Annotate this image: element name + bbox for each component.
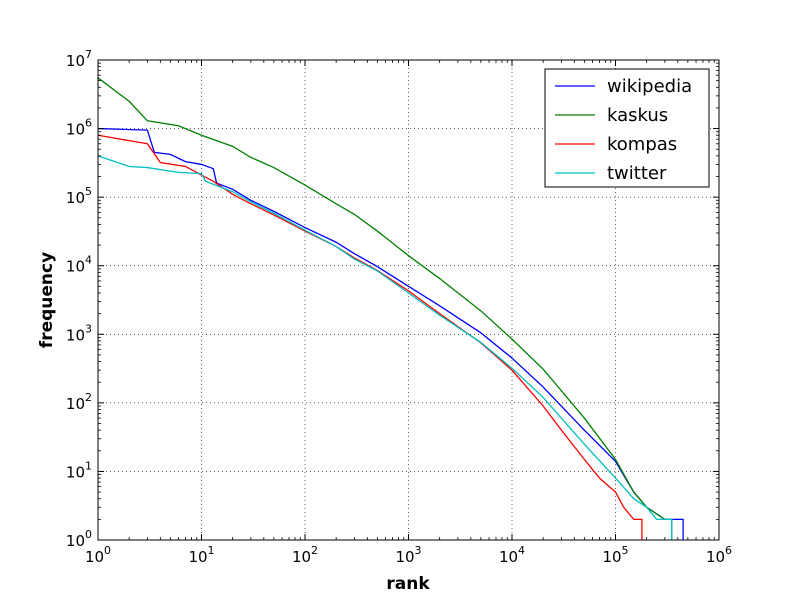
series-lines bbox=[97, 77, 684, 540]
legend-label-kaskus: kaskus bbox=[607, 105, 668, 126]
y-tick-label: 105 bbox=[66, 185, 92, 207]
legend-box bbox=[544, 68, 710, 188]
y-tick-label: 106 bbox=[66, 117, 92, 139]
x-tick-label: 102 bbox=[292, 544, 318, 566]
x-axis-label: rank bbox=[386, 574, 430, 594]
y-tick-label: 100 bbox=[66, 528, 92, 550]
series-line-kaskus bbox=[97, 77, 673, 540]
tick-labels: 100 101 102 103 104 105 106 100 101 102 103 104 105 1… bbox=[66, 48, 732, 566]
x-tick-label: 103 bbox=[395, 544, 421, 566]
x-tick-label: 104 bbox=[499, 544, 525, 566]
grid-lines bbox=[98, 60, 719, 540]
x-tick-label: 101 bbox=[188, 544, 214, 566]
y-tick-label: 102 bbox=[66, 391, 92, 413]
y-tick-label: 104 bbox=[66, 254, 92, 276]
legend-label-wikipedia: wikipedia bbox=[607, 76, 692, 97]
x-tick-label: 106 bbox=[706, 544, 732, 566]
y-tick-label: 101 bbox=[66, 459, 92, 481]
x-tick-label: 105 bbox=[602, 544, 628, 566]
legend: wikipedia kaskus kompas twitter bbox=[544, 68, 710, 188]
series-line-twitter bbox=[97, 155, 673, 540]
x-tick-label: 100 bbox=[85, 544, 111, 566]
legend-label-twitter: twitter bbox=[607, 163, 667, 184]
legend-label-kompas: kompas bbox=[607, 134, 677, 155]
axis-ticks bbox=[97, 59, 720, 541]
y-tick-label: 103 bbox=[66, 322, 92, 344]
y-axis-label: frequency bbox=[37, 252, 57, 348]
y-tick-label: 107 bbox=[66, 48, 92, 70]
